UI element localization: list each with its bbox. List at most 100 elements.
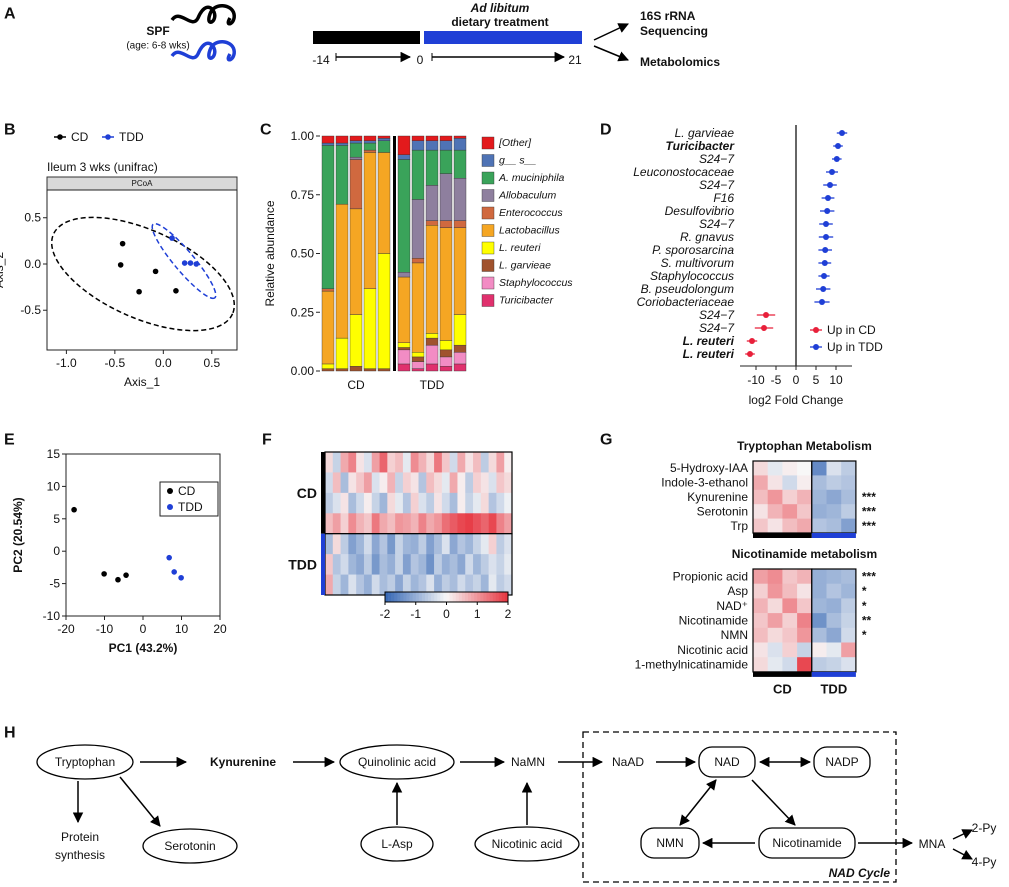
heat-cell [410, 492, 419, 514]
legend-label: L. garvieae [499, 260, 551, 272]
heat-cell [363, 452, 373, 473]
colorbar-step [388, 592, 392, 602]
heat-cell [753, 518, 768, 534]
heat-cell [782, 518, 798, 534]
heat-cell [811, 569, 827, 584]
heat-cell [782, 489, 798, 505]
heat-cell [387, 492, 396, 514]
row-label: B. pseudolongum [641, 282, 734, 296]
point [178, 574, 184, 581]
bar-segment [397, 349, 411, 365]
point [823, 221, 829, 227]
heat-cell [841, 598, 857, 614]
x-tick-label: 10 [829, 373, 843, 387]
row-label: Turicibacter [666, 139, 736, 153]
heat-cell [465, 513, 474, 535]
y-tick-label: 0 [53, 544, 60, 558]
colorbar-tick-label: 1 [474, 607, 481, 621]
row-label: Coriobacteriaceae [637, 295, 735, 309]
heat-cell [504, 513, 513, 535]
bar-segment [425, 140, 439, 151]
legend-label: Up in TDD [827, 340, 883, 354]
significance: ** [862, 613, 872, 627]
heat-cell [753, 504, 768, 519]
bar-segment [397, 276, 411, 344]
heat-cell [767, 642, 783, 658]
row-label: Trp [730, 519, 748, 533]
bar-segment [397, 363, 411, 372]
row-label: Kynurenine [687, 490, 748, 504]
bar-segment [349, 366, 363, 372]
row-label: Leuconostocaceae [633, 165, 734, 179]
bar-segment [425, 344, 439, 365]
legend-swatch [481, 241, 495, 255]
heat-cell [797, 489, 813, 505]
heat-cell [753, 475, 768, 491]
heat-cell [826, 583, 842, 599]
heat-cell [488, 533, 497, 555]
heat-cell [387, 554, 396, 575]
bar-segment [439, 135, 453, 141]
heat-cell [473, 574, 482, 596]
heat-cell [465, 574, 474, 596]
heat-cell [410, 574, 419, 596]
heat-cell [811, 475, 827, 491]
heat-cell [480, 452, 489, 473]
heat-cell [395, 574, 404, 596]
heat-cell [826, 598, 842, 614]
point [181, 260, 188, 266]
heat-cell [426, 472, 435, 494]
group-bar [753, 671, 812, 677]
legend-swatch [481, 136, 495, 150]
treatment-label: Ad libitum [470, 1, 530, 15]
bar-segment [439, 173, 453, 221]
colorbar-step [455, 592, 460, 602]
heat-cell [340, 472, 349, 494]
heat-cell [402, 554, 412, 575]
bar-segment [425, 337, 439, 346]
row-label: S24−7 [699, 152, 735, 166]
colorbar-step [483, 592, 487, 602]
heat-cell [782, 583, 798, 599]
arrow [679, 779, 717, 826]
y-tick-label: 10 [47, 479, 61, 493]
bar-segment [349, 142, 363, 158]
heat-cell [488, 554, 497, 575]
row-label: 5-Hydroxy-IAA [670, 461, 748, 475]
heat-cell [410, 533, 419, 555]
heat-cell [441, 492, 450, 514]
heat-cell [504, 533, 513, 555]
heat-cell [379, 574, 388, 596]
heat-cell [841, 583, 857, 599]
heat-cell [402, 533, 412, 555]
heat-cell [504, 574, 513, 596]
point [187, 260, 194, 266]
heat-cell [826, 489, 842, 505]
y-tick-label: 15 [47, 447, 61, 461]
heat-cell [457, 513, 466, 535]
point [835, 143, 841, 149]
x-tick-label: 0.5 [203, 356, 220, 370]
bar-segment [397, 154, 411, 160]
node-label: Serotonin [164, 839, 215, 853]
colorbar-step [421, 592, 426, 602]
node-label: MNA [919, 837, 946, 851]
heat-cell [379, 533, 388, 555]
heat-cell [841, 461, 857, 476]
bar-segment [425, 149, 439, 186]
heat-cell [418, 574, 427, 596]
heat-cell [496, 452, 505, 473]
legend-marker [813, 327, 819, 333]
group-label: CD [297, 485, 317, 501]
heat-cell [767, 569, 783, 584]
legend-box [159, 481, 219, 517]
significance: *** [862, 490, 876, 504]
heat-cell [441, 574, 450, 596]
output-arrow [593, 23, 629, 41]
bar-segment [425, 225, 439, 334]
heat-cell [371, 452, 380, 473]
heat-cell [504, 492, 513, 514]
legend-marker [105, 134, 111, 140]
heat-cell [767, 583, 783, 599]
heat-cell [434, 492, 443, 514]
